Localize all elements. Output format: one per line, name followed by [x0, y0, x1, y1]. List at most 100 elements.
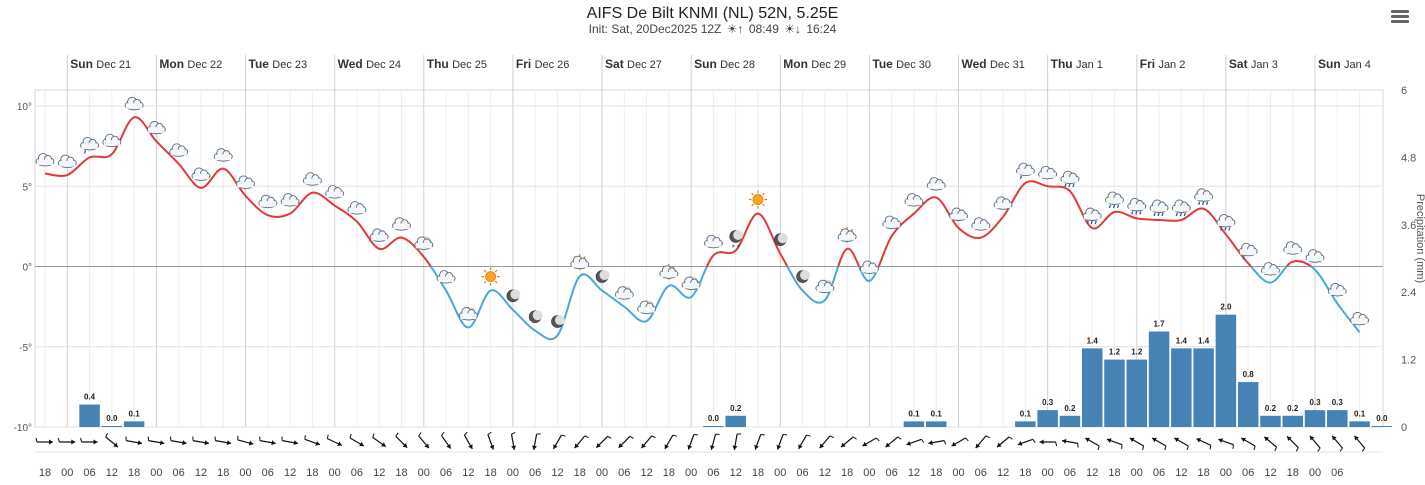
moon-icon — [551, 315, 565, 328]
sun-icon — [748, 190, 767, 209]
wind-arrow — [80, 437, 98, 445]
cloud-drizzle-icon — [1015, 162, 1035, 180]
wind-arrow — [1129, 437, 1145, 451]
chart-subtitle: Init: Sat, 20Dec2025 12Z ☀↑ 08:49 ☀↓ 16:… — [0, 22, 1425, 36]
precip-data-label: 0.3 — [1042, 398, 1054, 407]
moon-icon — [506, 289, 521, 303]
moon-cloud-icon — [414, 236, 434, 250]
hour-tick-label: 18 — [752, 467, 764, 479]
y-right-tick-label: 0 — [1401, 422, 1407, 434]
cloud-rain-icon — [1060, 170, 1080, 188]
chart-title: AIFS De Bilt KNMI (NL) 52N, 5.25E — [586, 5, 839, 22]
cloud-icon — [124, 96, 144, 111]
y-left-tick-label: 0° — [22, 263, 32, 274]
cloud-rain-icon — [1149, 199, 1169, 217]
cloud-icon — [1327, 282, 1347, 297]
wind-arrow — [885, 436, 902, 448]
precip-bar — [925, 421, 947, 427]
cloud-icon — [882, 215, 902, 229]
precip-bar — [101, 426, 123, 427]
wind-arrow — [1353, 435, 1366, 452]
wind-arrow — [1286, 435, 1299, 452]
day-label: Fri Jan 2 — [1140, 57, 1186, 71]
precip-bar — [1260, 415, 1281, 427]
hour-tick-label: 00 — [329, 467, 341, 479]
hour-tick-label: 18 — [217, 467, 229, 479]
precip-data-label: 0.2 — [1287, 404, 1299, 413]
hour-tick-label: 18 — [1108, 467, 1120, 479]
sunrise-icon: ☀↑ — [726, 22, 744, 36]
cloud-icon — [280, 193, 300, 207]
wind-arrow — [996, 436, 1013, 448]
precip-data-label: 0.3 — [1332, 398, 1344, 407]
y-left-tick-label: 10° — [17, 102, 32, 113]
wind-arrow — [214, 436, 232, 446]
wind-arrow — [618, 435, 634, 449]
day-label-dow: Fri — [1140, 57, 1159, 71]
precip-data-label: 0.2 — [1064, 404, 1076, 413]
cloud-icon — [347, 201, 367, 215]
hour-tick-label: 12 — [1175, 467, 1187, 479]
precip-data-label: 0.1 — [931, 409, 943, 418]
hour-tick-label: 12 — [551, 467, 563, 479]
wind-arrow — [776, 433, 788, 450]
sunrise-time: 08:49 — [748, 22, 779, 36]
moon-icon — [528, 310, 543, 324]
wind-arrow — [237, 435, 254, 446]
hour-tick-label: 06 — [351, 467, 363, 479]
wind-arrow — [975, 435, 990, 449]
wind-arrow — [819, 435, 834, 449]
wind-arrow — [732, 433, 742, 450]
hour-tick-label: 18 — [39, 467, 51, 479]
wind-arrow — [326, 434, 343, 446]
wind-arrow — [395, 432, 408, 449]
wind-arrow — [1331, 435, 1343, 452]
day-label-date: Dec 29 — [811, 59, 846, 71]
wind-arrow — [906, 438, 925, 446]
cloud-icon — [146, 120, 166, 135]
hour-tick-label: 18 — [395, 467, 407, 479]
precip-bar — [1126, 359, 1148, 427]
precip-data-label: 2.0 — [1220, 303, 1232, 312]
hour-tick-label: 06 — [796, 467, 808, 479]
hour-tick-label: 18 — [574, 467, 586, 479]
day-label-dow: Sat — [1229, 57, 1251, 71]
cloud-icon — [191, 167, 211, 181]
wind-arrow — [552, 434, 566, 450]
hour-tick-label: 06 — [173, 467, 185, 479]
hour-tick-label: 06 — [262, 467, 274, 479]
wind-arrow — [349, 433, 365, 447]
hour-tick-label: 06 — [975, 467, 987, 479]
day-label-date: Dec 27 — [627, 59, 662, 71]
precip-bar — [123, 421, 145, 427]
precip-bar — [1059, 415, 1081, 427]
moon-icon — [796, 270, 811, 283]
day-label: Sun Dec 21 — [70, 57, 131, 71]
precip-bar — [1148, 331, 1170, 427]
y-right-tick-label: 1.2 — [1401, 355, 1416, 367]
cloud-rain-icon — [1105, 191, 1124, 209]
day-label-date: Jan 4 — [1344, 59, 1371, 71]
hour-tick-label: 12 — [373, 467, 385, 479]
cloud-icon — [1261, 262, 1280, 276]
wind-arrow — [304, 435, 321, 446]
wind-arrow — [862, 437, 880, 447]
hamburger-menu-icon[interactable] — [1391, 10, 1409, 24]
y-left-tick-label: -5° — [19, 343, 32, 354]
wind-arrow — [532, 433, 541, 450]
day-label: Mon Dec 22 — [159, 57, 222, 71]
wind-arrow — [928, 440, 947, 446]
day-label-dow: Wed — [338, 57, 366, 71]
day-label-date: Dec 31 — [990, 59, 1025, 71]
wind-arrow — [510, 431, 517, 450]
hour-tick-label: 00 — [507, 467, 519, 479]
cloud-icon — [369, 228, 389, 242]
precip-bar — [1237, 382, 1259, 427]
hour-tick-label: 06 — [1331, 467, 1343, 479]
day-label-date: Dec 21 — [96, 59, 131, 71]
day-label-dow: Thu — [427, 57, 452, 71]
day-label: Sun Jan 4 — [1318, 57, 1371, 71]
cloud-icon — [436, 270, 456, 284]
hour-tick-label: 06 — [707, 467, 719, 479]
